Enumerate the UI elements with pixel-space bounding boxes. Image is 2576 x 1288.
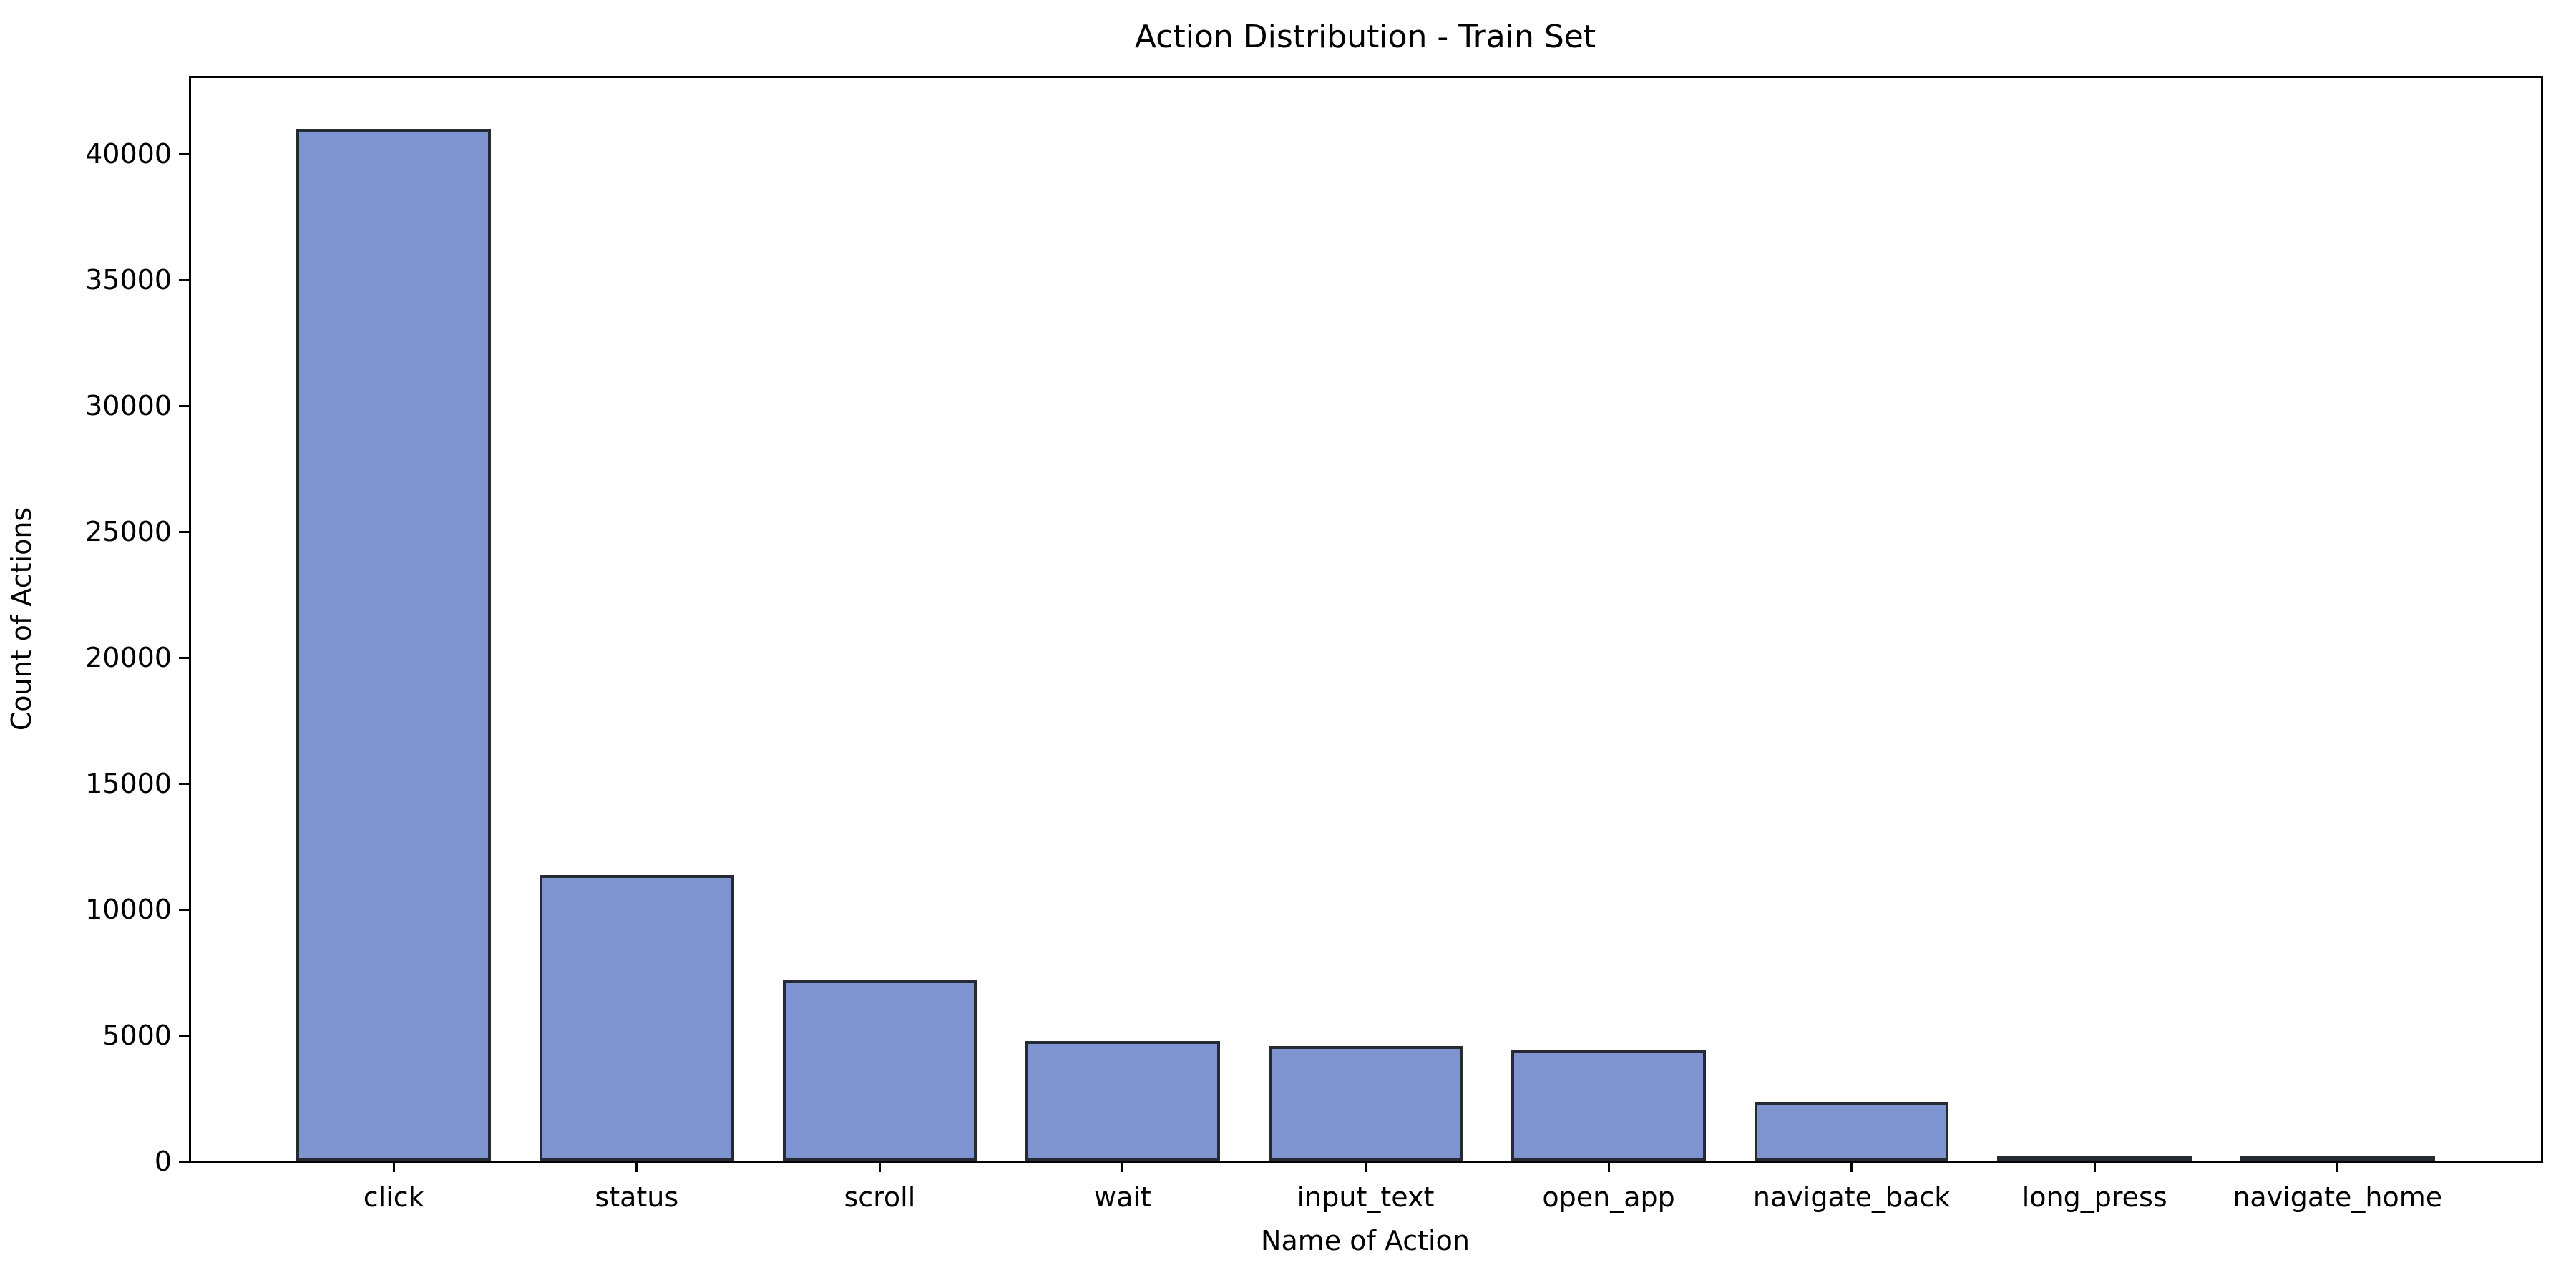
y-tick-mark (179, 404, 190, 407)
x-tick-label-click: click (363, 1181, 424, 1213)
x-tick-label-input_text: input_text (1297, 1181, 1435, 1213)
x-tick-mark (1121, 1161, 1124, 1172)
x-tick-mark (635, 1161, 638, 1172)
x-tick-mark (878, 1161, 881, 1172)
x-tick-label-navigate_home: navigate_home (2233, 1181, 2443, 1213)
y-tick-label: 10000 (85, 894, 172, 926)
x-tick-mark (2336, 1161, 2339, 1172)
y-tick-mark (179, 278, 190, 281)
y-tick-label: 0 (154, 1146, 172, 1177)
bar-open_app (1511, 1050, 1706, 1161)
x-tick-label-status: status (595, 1181, 679, 1213)
y-tick-mark (179, 1034, 190, 1037)
x-tick-label-scroll: scroll (844, 1181, 916, 1213)
x-tick-mark (1850, 1161, 1853, 1172)
y-tick-label: 25000 (85, 516, 172, 548)
bar-navigate_back (1754, 1101, 1949, 1161)
y-tick-label: 5000 (102, 1020, 172, 1052)
y-tick-label: 15000 (85, 768, 172, 800)
y-tick-label: 30000 (85, 390, 172, 422)
bar-input_text (1268, 1045, 1463, 1161)
bar-wait (1025, 1040, 1220, 1161)
y-tick-mark (179, 782, 190, 785)
x-tick-mark (1365, 1161, 1367, 1172)
x-tick-label-wait: wait (1094, 1181, 1151, 1213)
y-tick-mark (179, 530, 190, 533)
y-tick-mark (179, 908, 190, 911)
x-axis-label: Name of Action (1261, 1225, 1470, 1257)
bar-click (296, 129, 492, 1161)
bar-navigate_home (2240, 1156, 2435, 1161)
bar-scroll (782, 980, 977, 1161)
x-tick-mark (392, 1161, 395, 1172)
y-tick-mark (179, 656, 190, 659)
x-tick-label-navigate_back: navigate_back (1752, 1181, 1951, 1213)
x-tick-mark (1607, 1161, 1610, 1172)
x-tick-label-long_press: long_press (2021, 1181, 2167, 1213)
x-tick-label-open_app: open_app (1542, 1181, 1675, 1213)
chart-title: Action Distribution - Train Set (1134, 19, 1596, 55)
y-tick-mark (179, 1160, 190, 1163)
y-tick-mark (179, 152, 190, 155)
y-tick-label: 20000 (85, 642, 172, 674)
bar-status (539, 874, 734, 1161)
bar-long_press (1997, 1156, 2192, 1161)
x-tick-mark (2093, 1161, 2096, 1172)
y-tick-label: 40000 (85, 138, 172, 170)
y-tick-label: 35000 (85, 264, 172, 296)
